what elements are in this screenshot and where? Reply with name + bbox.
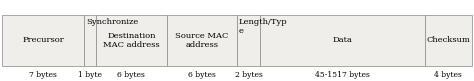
Text: Checksum: Checksum [426,37,470,44]
Text: 6 bytes: 6 bytes [118,71,146,79]
Text: Destination
MAC address: Destination MAC address [103,32,160,49]
Bar [425,15,472,66]
Text: 7 bytes: 7 bytes [29,71,57,79]
Text: 6 bytes: 6 bytes [188,71,216,79]
Bar [96,15,166,66]
Text: 1 byte: 1 byte [78,71,102,79]
Text: 45-1517 bytes: 45-1517 bytes [315,71,370,79]
Text: Length/Typ
e: Length/Typ e [239,18,288,35]
Text: Source MAC
address: Source MAC address [175,32,228,49]
Text: Synchronize: Synchronize [86,18,138,26]
Bar [261,15,425,66]
Bar [2,15,84,66]
Text: 2 bytes: 2 bytes [235,71,263,79]
Bar [166,15,237,66]
Text: Precursor: Precursor [23,37,64,44]
Bar [84,15,96,66]
Bar [237,15,261,66]
Text: Data: Data [333,37,353,44]
Text: 4 bytes: 4 bytes [434,71,462,79]
